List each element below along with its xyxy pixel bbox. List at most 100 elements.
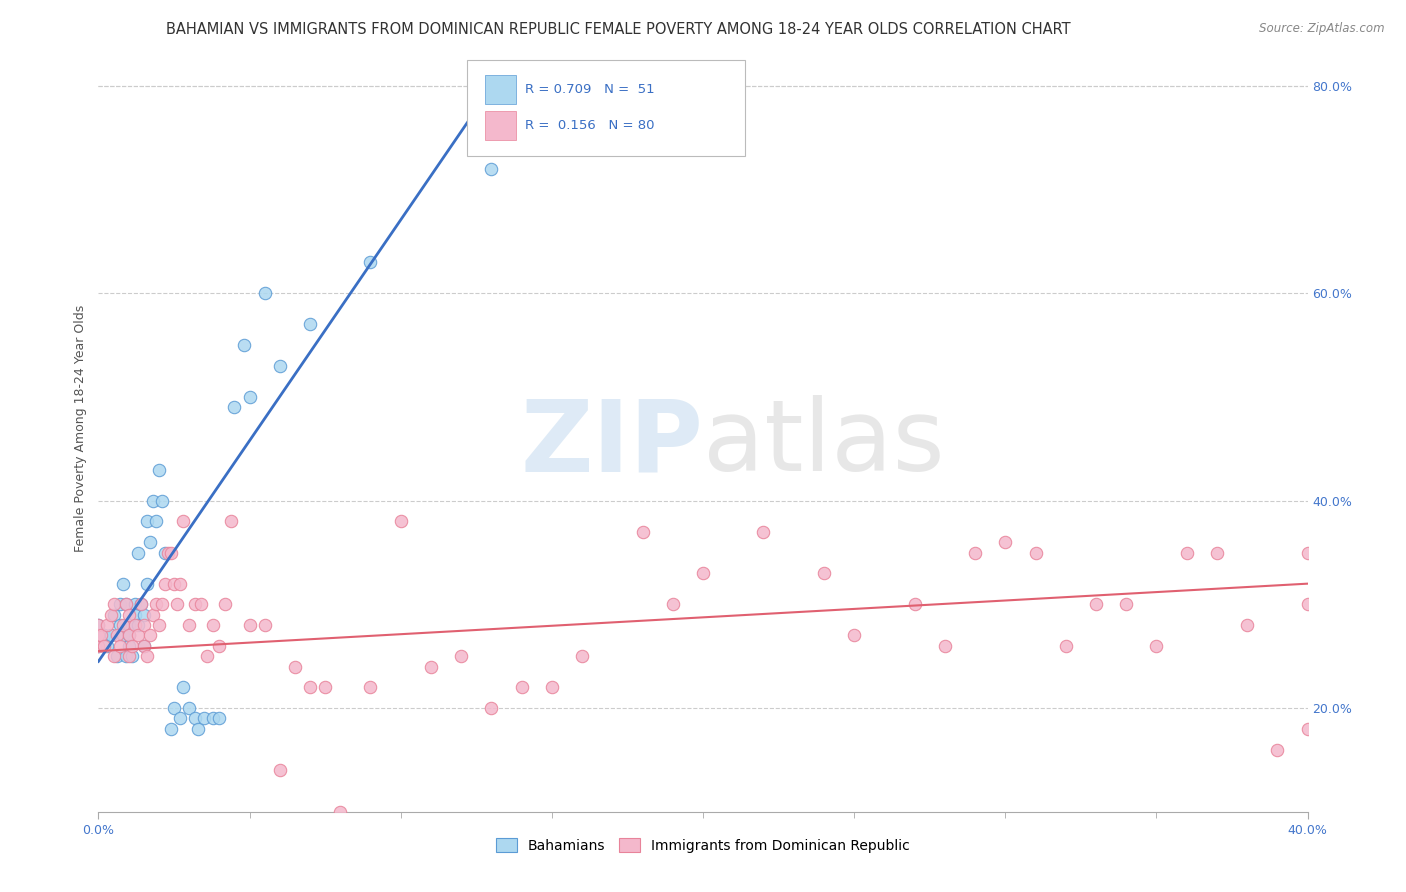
Point [111,576,134,591]
Point [187,722,209,736]
Point [118,639,141,653]
Point [253,286,276,301]
Point [87,618,110,632]
Point [190,598,212,612]
Point [103,607,125,622]
FancyBboxPatch shape [467,60,745,156]
Point [202,618,225,632]
Point [118,628,141,642]
Point [135,649,157,664]
Point [661,598,683,612]
Point [232,338,254,352]
Point [239,618,262,632]
Point [169,576,191,591]
Point [994,535,1017,549]
Point [1024,545,1046,559]
Point [1206,545,1229,559]
Point [87,639,110,653]
Point [108,598,131,612]
Point [96,639,118,653]
Point [208,711,231,725]
Point [90,628,112,642]
Point [114,649,136,664]
Point [163,576,186,591]
Point [314,681,336,695]
Point [108,639,131,653]
Point [160,545,183,559]
Point [139,628,162,642]
Text: Source: ZipAtlas.com: Source: ZipAtlas.com [1260,22,1385,36]
Point [214,598,236,612]
Point [172,681,194,695]
Point [124,607,146,622]
FancyBboxPatch shape [485,112,516,140]
Point [224,401,246,415]
Point [752,524,775,539]
Point [114,598,136,612]
Point [1296,545,1319,559]
Point [269,359,291,373]
Point [160,722,183,736]
Point [166,598,188,612]
FancyBboxPatch shape [485,75,516,104]
Point [269,764,291,778]
Point [135,576,157,591]
Point [360,255,382,269]
Point [103,598,125,612]
Text: atlas: atlas [703,395,945,492]
Point [118,607,141,622]
Point [202,711,225,725]
Point [111,628,134,642]
Point [481,161,503,176]
Point [153,576,176,591]
Point [239,390,262,404]
Point [114,598,136,612]
Point [105,649,128,664]
Point [284,659,307,673]
Point [934,639,956,653]
Point [299,681,322,695]
Point [87,628,110,642]
Legend: Bahamians, Immigrants from Dominican Republic: Bahamians, Immigrants from Dominican Rep… [491,832,915,858]
Point [253,618,276,632]
Point [100,607,122,622]
Point [540,681,562,695]
Point [1085,598,1108,612]
Point [111,618,134,632]
Point [132,639,155,653]
Point [208,639,231,653]
Point [121,649,143,664]
Point [93,639,115,653]
Point [1267,742,1289,756]
Point [510,681,533,695]
Point [179,701,201,715]
Point [965,545,987,559]
Point [169,711,191,725]
Point [132,618,155,632]
Point [150,493,173,508]
Point [132,607,155,622]
Point [172,515,194,529]
Point [148,462,170,476]
Point [135,515,157,529]
Text: BAHAMIAN VS IMMIGRANTS FROM DOMINICAN REPUBLIC FEMALE POVERTY AMONG 18-24 YEAR O: BAHAMIAN VS IMMIGRANTS FROM DOMINICAN RE… [166,22,1071,37]
Point [139,535,162,549]
Point [129,598,152,612]
Point [127,618,149,632]
Point [1115,598,1137,612]
Point [108,618,131,632]
Point [142,607,165,622]
Point [571,649,593,664]
Point [904,598,927,612]
Point [631,524,654,539]
Point [299,318,322,332]
Point [1175,545,1198,559]
Point [145,515,167,529]
Point [118,628,141,642]
Point [93,628,115,642]
Point [100,628,122,642]
Point [145,598,167,612]
Point [87,628,110,642]
Text: R = 0.709   N =  51: R = 0.709 N = 51 [526,83,655,96]
Point [118,618,141,632]
